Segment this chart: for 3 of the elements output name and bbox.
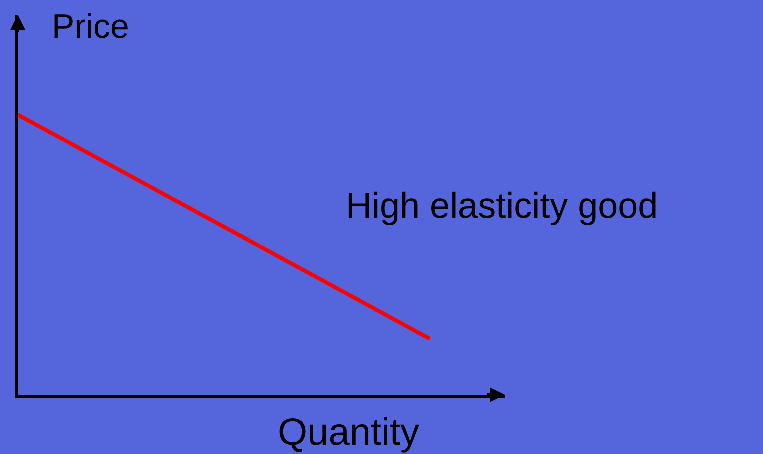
x-axis-title: Quantity [278,412,420,454]
y-axis-title: Price [52,8,130,46]
annotation: High elasticity good [346,185,658,226]
